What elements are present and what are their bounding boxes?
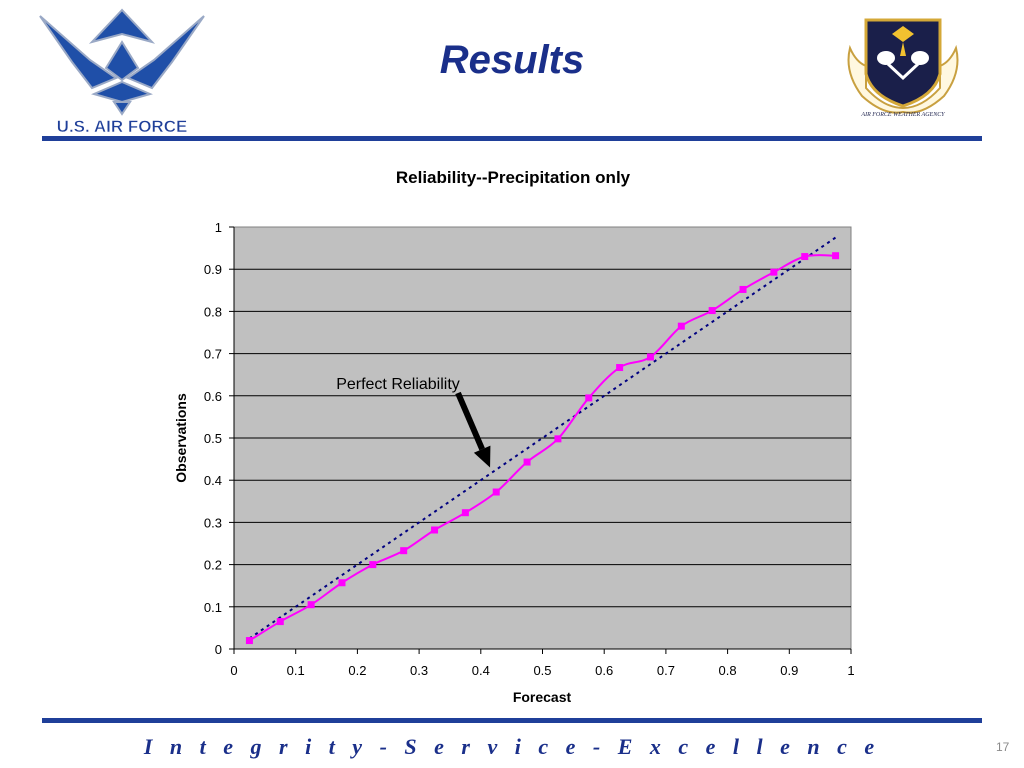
annotation-arrow [455,391,491,468]
chart-title: Reliability--Precipitation only [396,168,631,187]
page-number: 17 [996,740,1010,754]
data-point [523,458,531,466]
y-axis-label: Observations [173,393,189,483]
y-tick-label: 0.2 [204,558,222,573]
slide-title: Results [439,38,585,82]
air-force-wings-icon [39,8,205,116]
data-point [677,322,685,330]
x-tick-label: 0.6 [595,663,613,678]
y-tick-label: 1 [215,220,222,235]
footer-divider [42,718,982,723]
x-tick-label: 0.1 [287,663,305,678]
y-tick-label: 0.7 [204,347,222,362]
x-tick-label: 0.5 [533,663,551,678]
x-tick-label: 0.4 [472,663,490,678]
data-point [832,252,840,260]
footer-motto: I n t e g r i t y - S e r v i c e - E x … [143,734,881,759]
x-tick-label: 0.2 [348,663,366,678]
annotation-text: Perfect Reliability [336,376,460,393]
data-point [338,579,346,587]
y-tick-label: 0.5 [204,431,222,446]
data-point [276,618,284,626]
air-force-weather-agency-emblem: AIR FORCE WEATHER AGENCY [847,18,959,118]
y-tick-label: 0.3 [204,515,222,530]
header-divider [42,136,982,141]
data-point [739,285,747,293]
data-point [307,601,315,609]
y-tick-label: 0.4 [204,473,222,488]
data-point [492,488,500,496]
y-tick-label: 0.6 [204,389,222,404]
us-air-force-logo: U.S. AIR FORCE [39,8,205,136]
y-axis-ticks: 0 0.1 0.2 0.3 0.4 0.5 0.6 0.7 0.8 0.9 1 [204,220,235,657]
x-tick-label: 0 [230,663,237,678]
data-point [245,637,253,645]
x-axis-ticks: 0 0.1 0.2 0.3 0.4 0.5 0.6 0.7 0.8 0.9 1 [230,648,855,678]
data-point [616,364,624,372]
emblem-lettering: AIR FORCE WEATHER AGENCY [860,112,945,118]
reliability-series [245,252,840,645]
data-point [369,561,377,569]
x-tick-label: 0.3 [410,663,428,678]
x-tick-label: 1 [847,663,854,678]
data-point [646,353,654,361]
y-tick-label: 0.1 [204,600,222,615]
y-tick-label: 0 [215,642,222,657]
data-point [770,268,778,276]
data-point [801,253,809,261]
data-point [585,394,593,402]
data-point [554,435,562,443]
data-point [461,509,469,517]
us-air-force-wordmark: U.S. AIR FORCE [57,117,188,136]
x-tick-label: 0.8 [719,663,737,678]
x-tick-label: 0.7 [657,663,675,678]
y-tick-label: 0.8 [204,304,222,319]
gridlines [234,268,851,608]
y-tick-label: 0.9 [204,262,222,277]
x-axis-label: Forecast [513,689,572,705]
data-point [400,547,408,555]
x-tick-label: 0.9 [780,663,798,678]
data-point [708,307,716,315]
data-point [431,526,439,534]
